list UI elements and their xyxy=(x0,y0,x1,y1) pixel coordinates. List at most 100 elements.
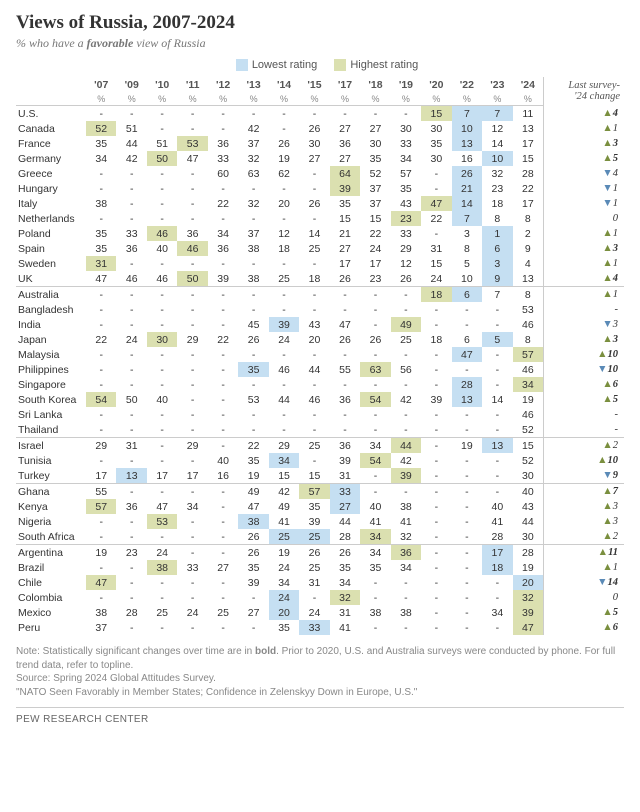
cell: - xyxy=(452,453,482,468)
cell: - xyxy=(147,287,177,303)
cell: 27 xyxy=(238,605,268,620)
cell: 47 xyxy=(177,151,207,166)
country-name: South Africa xyxy=(16,529,86,545)
cell: 38 xyxy=(238,271,268,287)
cell: - xyxy=(208,377,238,392)
cell: 24 xyxy=(177,605,207,620)
cell: 24 xyxy=(116,332,146,347)
cell: - xyxy=(177,545,207,561)
cell: 1 xyxy=(482,226,512,241)
cell: 31 xyxy=(86,256,116,271)
cell: - xyxy=(269,407,299,422)
cell: 25 xyxy=(147,605,177,620)
cell: - xyxy=(482,468,512,484)
cell: - xyxy=(421,545,451,561)
cell: 32 xyxy=(238,196,268,211)
cell: 8 xyxy=(513,332,544,347)
country-name: Nigeria xyxy=(16,514,86,529)
cell: 36 xyxy=(208,241,238,256)
cell: - xyxy=(391,620,421,635)
cell: - xyxy=(86,407,116,422)
table-row: Peru37-----353341-----47▲6 xyxy=(16,620,624,635)
cell: 27 xyxy=(208,560,238,575)
table-row: Canada5251---42-2627273030101213▲1 xyxy=(16,121,624,136)
cell: 24 xyxy=(269,590,299,605)
cell: 39 xyxy=(330,181,360,196)
table-row: Thailand--------------52- xyxy=(16,422,624,438)
cell: 6 xyxy=(452,287,482,303)
cell: - xyxy=(116,181,146,196)
cell: 15 xyxy=(513,151,544,166)
cell: 26 xyxy=(299,121,329,136)
cell: 26 xyxy=(238,332,268,347)
table-row: Japan222430292226242026262518658▲3 xyxy=(16,332,624,347)
cell: - xyxy=(299,287,329,303)
cell: 47 xyxy=(421,196,451,211)
cell: - xyxy=(391,377,421,392)
cell: - xyxy=(238,347,268,362)
cell: 57 xyxy=(86,499,116,514)
cell: - xyxy=(360,287,390,303)
cell: 52 xyxy=(360,166,390,181)
cell: 46 xyxy=(116,271,146,287)
table-row: Greece----606362-645257-263228▼4 xyxy=(16,166,624,181)
cell: - xyxy=(421,605,451,620)
cell: - xyxy=(208,256,238,271)
cell: 36 xyxy=(391,545,421,561)
cell: - xyxy=(147,196,177,211)
cell: 36 xyxy=(330,136,360,151)
cell: - xyxy=(208,514,238,529)
cell: 57 xyxy=(391,166,421,181)
cell: - xyxy=(208,529,238,545)
cell: 25 xyxy=(299,438,329,454)
country-name: Tunisia xyxy=(16,453,86,468)
cell: 24 xyxy=(299,605,329,620)
cell: - xyxy=(208,499,238,514)
cell: 41 xyxy=(360,514,390,529)
change-cell: - xyxy=(544,302,624,317)
cell: 38 xyxy=(238,241,268,256)
cell: - xyxy=(452,302,482,317)
cell: 25 xyxy=(269,271,299,287)
cell: 34 xyxy=(360,545,390,561)
cell: 12 xyxy=(482,121,512,136)
change-cell: 0 xyxy=(544,590,624,605)
cell: 49 xyxy=(391,317,421,332)
country-name: Mexico xyxy=(16,605,86,620)
country-name: Bangladesh xyxy=(16,302,86,317)
cell: 41 xyxy=(482,514,512,529)
cell: 40 xyxy=(147,241,177,256)
cell: 12 xyxy=(269,226,299,241)
cell: - xyxy=(421,347,451,362)
change-cell: ▲3 xyxy=(544,241,624,256)
cell: - xyxy=(421,499,451,514)
cell: 7 xyxy=(452,106,482,122)
table-row: France354451533637263036303335131417▲3 xyxy=(16,136,624,151)
country-name: Turkey xyxy=(16,468,86,484)
cell: 3 xyxy=(482,256,512,271)
cell: 37 xyxy=(360,181,390,196)
cell: - xyxy=(177,347,207,362)
cell: - xyxy=(360,575,390,590)
table-row: Singapore------------28-34▲6 xyxy=(16,377,624,392)
cell: - xyxy=(208,620,238,635)
country-name: Italy xyxy=(16,196,86,211)
cell: 46 xyxy=(269,362,299,377)
cell: - xyxy=(421,438,451,454)
cell: - xyxy=(360,347,390,362)
country-name: Singapore xyxy=(16,377,86,392)
cell: - xyxy=(147,106,177,122)
cell: 15 xyxy=(421,106,451,122)
cell: - xyxy=(177,484,207,500)
cell: - xyxy=(391,347,421,362)
cell: 5 xyxy=(452,256,482,271)
cell: 32 xyxy=(330,590,360,605)
cell: 13 xyxy=(513,121,544,136)
change-cell: ▲5 xyxy=(544,151,624,166)
change-cell: ▲1 xyxy=(544,121,624,136)
cell: 9 xyxy=(513,241,544,256)
cell: 20 xyxy=(299,332,329,347)
cell: 26 xyxy=(330,332,360,347)
cell: - xyxy=(330,422,360,438)
cell: - xyxy=(238,422,268,438)
